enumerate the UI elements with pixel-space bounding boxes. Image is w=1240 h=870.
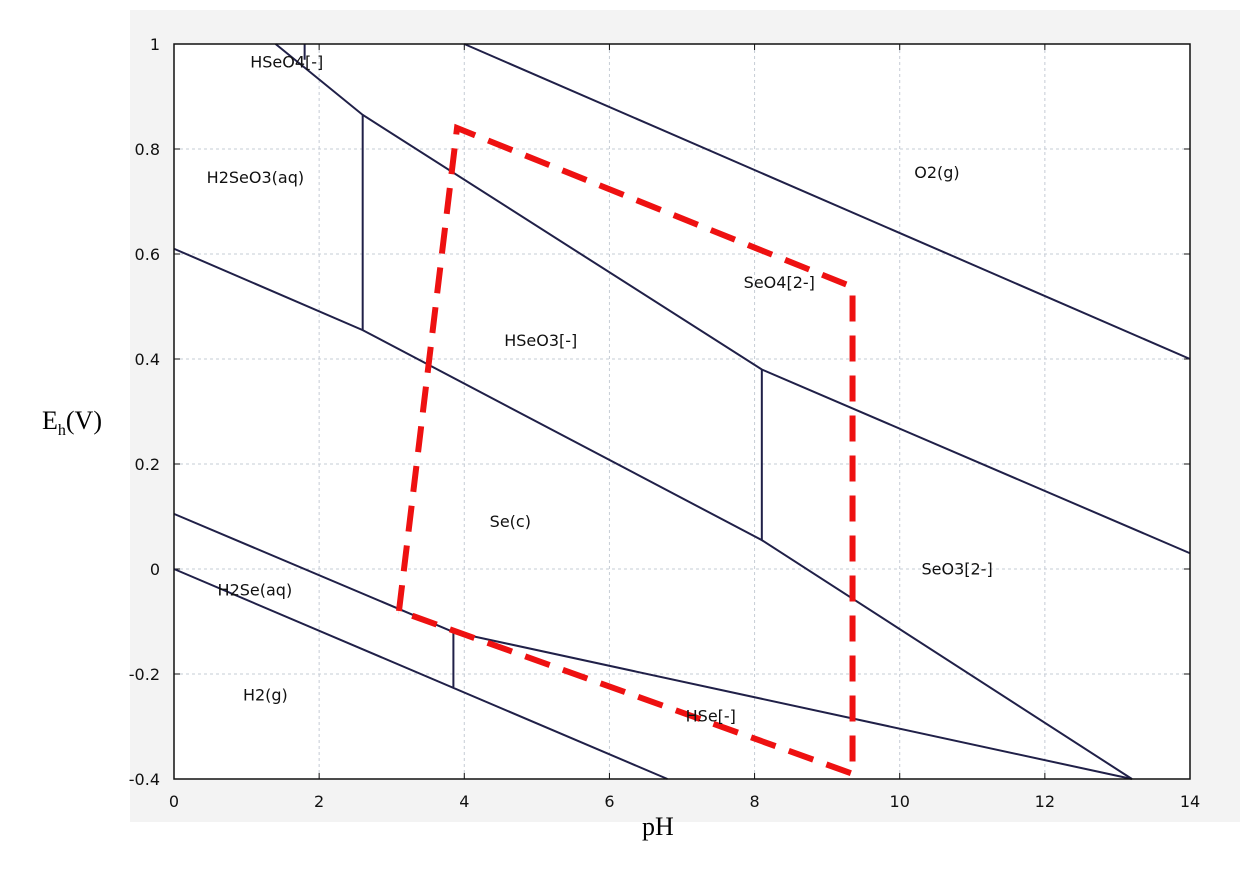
region-label: H2(g): [243, 685, 288, 704]
region-label: HSe[-]: [686, 706, 736, 725]
y-tick-label: 0.6: [135, 245, 160, 264]
region-label: H2SeO3(aq): [207, 168, 304, 187]
region-label: H2Se(aq): [218, 580, 293, 599]
x-tick-label: 0: [169, 792, 179, 811]
highlight-boundary: [395, 123, 856, 779]
plot-area: [174, 44, 1190, 779]
boundary-line: [173, 247, 1133, 780]
x-tick-label: 8: [749, 792, 759, 811]
y-tick-label: -0.4: [129, 770, 160, 789]
y-axis-label: Eh(V): [42, 406, 102, 440]
region-label: HSeO4[-]: [250, 53, 323, 72]
x-tick-label: 14: [1180, 792, 1200, 811]
y-tick-label: 0.4: [135, 350, 160, 369]
y-tick-label: 0: [150, 560, 160, 579]
plot-frame: [173, 43, 1191, 780]
region-label: SeO3[2-]: [921, 559, 992, 578]
region-label: Se(c): [490, 512, 531, 531]
x-tick-label: 12: [1035, 792, 1055, 811]
region-label: O2(g): [914, 163, 959, 182]
x-tick-label: 6: [604, 792, 614, 811]
x-tick-label: 10: [890, 792, 910, 811]
region-label: HSeO3[-]: [504, 331, 577, 350]
boundary-line: [274, 43, 1191, 555]
y-tick-label: -0.2: [129, 665, 160, 684]
y-tick-label: 1: [150, 35, 160, 54]
y-tick-label: 0.8: [135, 140, 160, 159]
y-tick-label: 0.2: [135, 455, 160, 474]
region-label: SeO4[2-]: [744, 273, 815, 292]
x-tick-label: 4: [459, 792, 469, 811]
x-tick-label: 2: [314, 792, 324, 811]
boundary-line: [173, 568, 668, 780]
boundary-line: [463, 43, 1191, 360]
x-axis-label: pH: [642, 812, 674, 841]
